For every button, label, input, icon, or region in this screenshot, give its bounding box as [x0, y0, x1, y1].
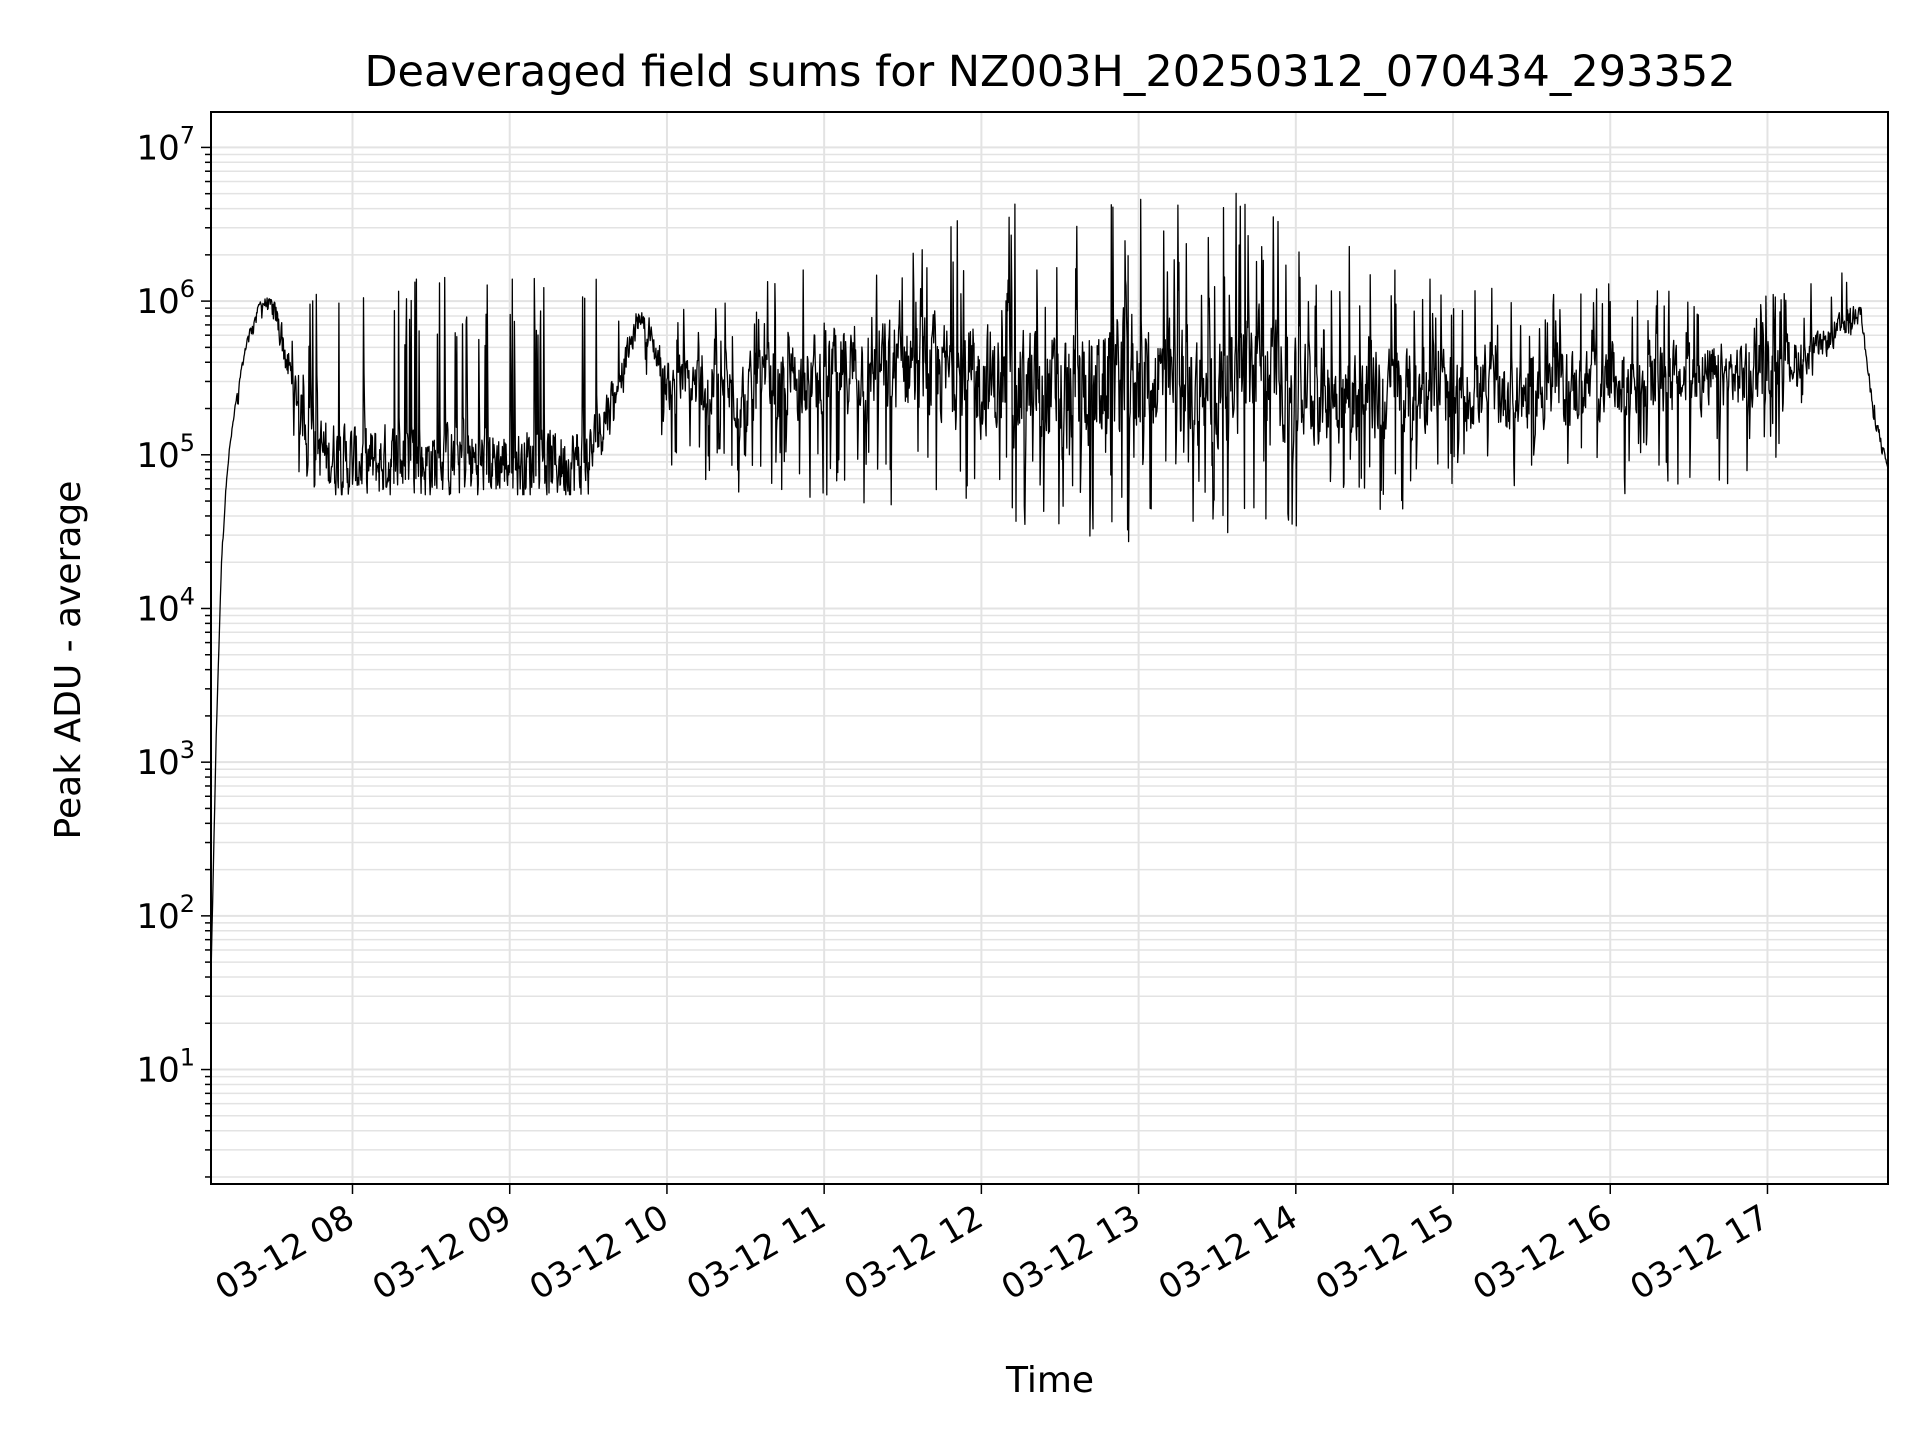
y-tick-label: 101: [136, 1044, 195, 1091]
x-axis-title: Time: [1005, 1360, 1094, 1401]
y-tick-label-base: 10: [136, 282, 179, 322]
y-tick-label-base: 10: [136, 1051, 179, 1091]
plot-frame: [210, 111, 1889, 1185]
y-tick-label: 102: [136, 890, 195, 937]
y-tick-label-exponent: 6: [180, 275, 195, 303]
series-layer: [211, 192, 1888, 978]
y-tick-label-exponent: 4: [180, 582, 195, 610]
grid-lines: [211, 112, 1888, 1184]
y-tick-label-base: 10: [136, 436, 179, 476]
y-tick-label-exponent: 2: [180, 890, 195, 918]
y-tick-label-exponent: 1: [180, 1044, 195, 1072]
y-tick-label: 104: [136, 582, 195, 629]
series-line-0: [211, 192, 1888, 978]
y-tick-label-exponent: 3: [180, 736, 195, 764]
y-tick-label-base: 10: [136, 897, 179, 937]
y-tick-label-base: 10: [136, 128, 179, 168]
y-axis-title: Peak ADU - average: [48, 481, 89, 840]
y-tick-label: 103: [136, 736, 195, 783]
y-tick-label-exponent: 7: [180, 121, 195, 149]
y-tick-label: 105: [136, 429, 195, 476]
y-tick-label: 107: [136, 121, 195, 168]
y-tick-label: 106: [136, 275, 195, 322]
chart-title: Deaveraged field sums for NZ003H_2025031…: [364, 47, 1735, 97]
y-tick-label-exponent: 5: [180, 429, 195, 457]
y-tick-label-base: 10: [136, 589, 179, 629]
y-tick-label-base: 10: [136, 743, 179, 783]
